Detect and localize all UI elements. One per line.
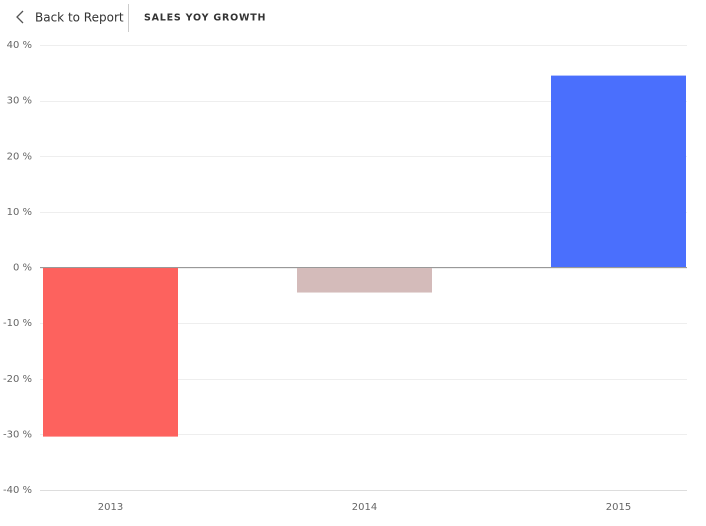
bar — [43, 267, 178, 437]
y-tick-label: -40 % — [3, 485, 32, 496]
x-tick-label: 2013 — [98, 502, 123, 513]
back-button[interactable]: Back to Report — [16, 10, 124, 25]
y-tick-label: -20 % — [3, 374, 32, 385]
y-tick-label: 20 % — [7, 151, 32, 162]
chart: -40 % -30 % -20 % -10 % 0 % 10 % 20 % 30 % 40 % 2… — [3, 40, 687, 513]
x-tick-label: 2014 — [352, 502, 377, 513]
page-title: SALES YOY GROWTH — [144, 13, 266, 24]
back-icon — [16, 10, 24, 24]
back-label[interactable]: Back to Report — [35, 11, 124, 25]
y-tick-label: 40 % — [7, 40, 32, 51]
y-tick-label: -10 % — [3, 318, 32, 329]
y-tick-label: 0 % — [13, 263, 32, 274]
y-tick-label: 10 % — [7, 207, 32, 218]
x-tick-label: 2015 — [606, 502, 631, 513]
bar — [551, 75, 686, 268]
bar — [297, 267, 432, 293]
y-tick-label: -30 % — [3, 429, 32, 440]
y-tick-label: 30 % — [7, 96, 32, 107]
